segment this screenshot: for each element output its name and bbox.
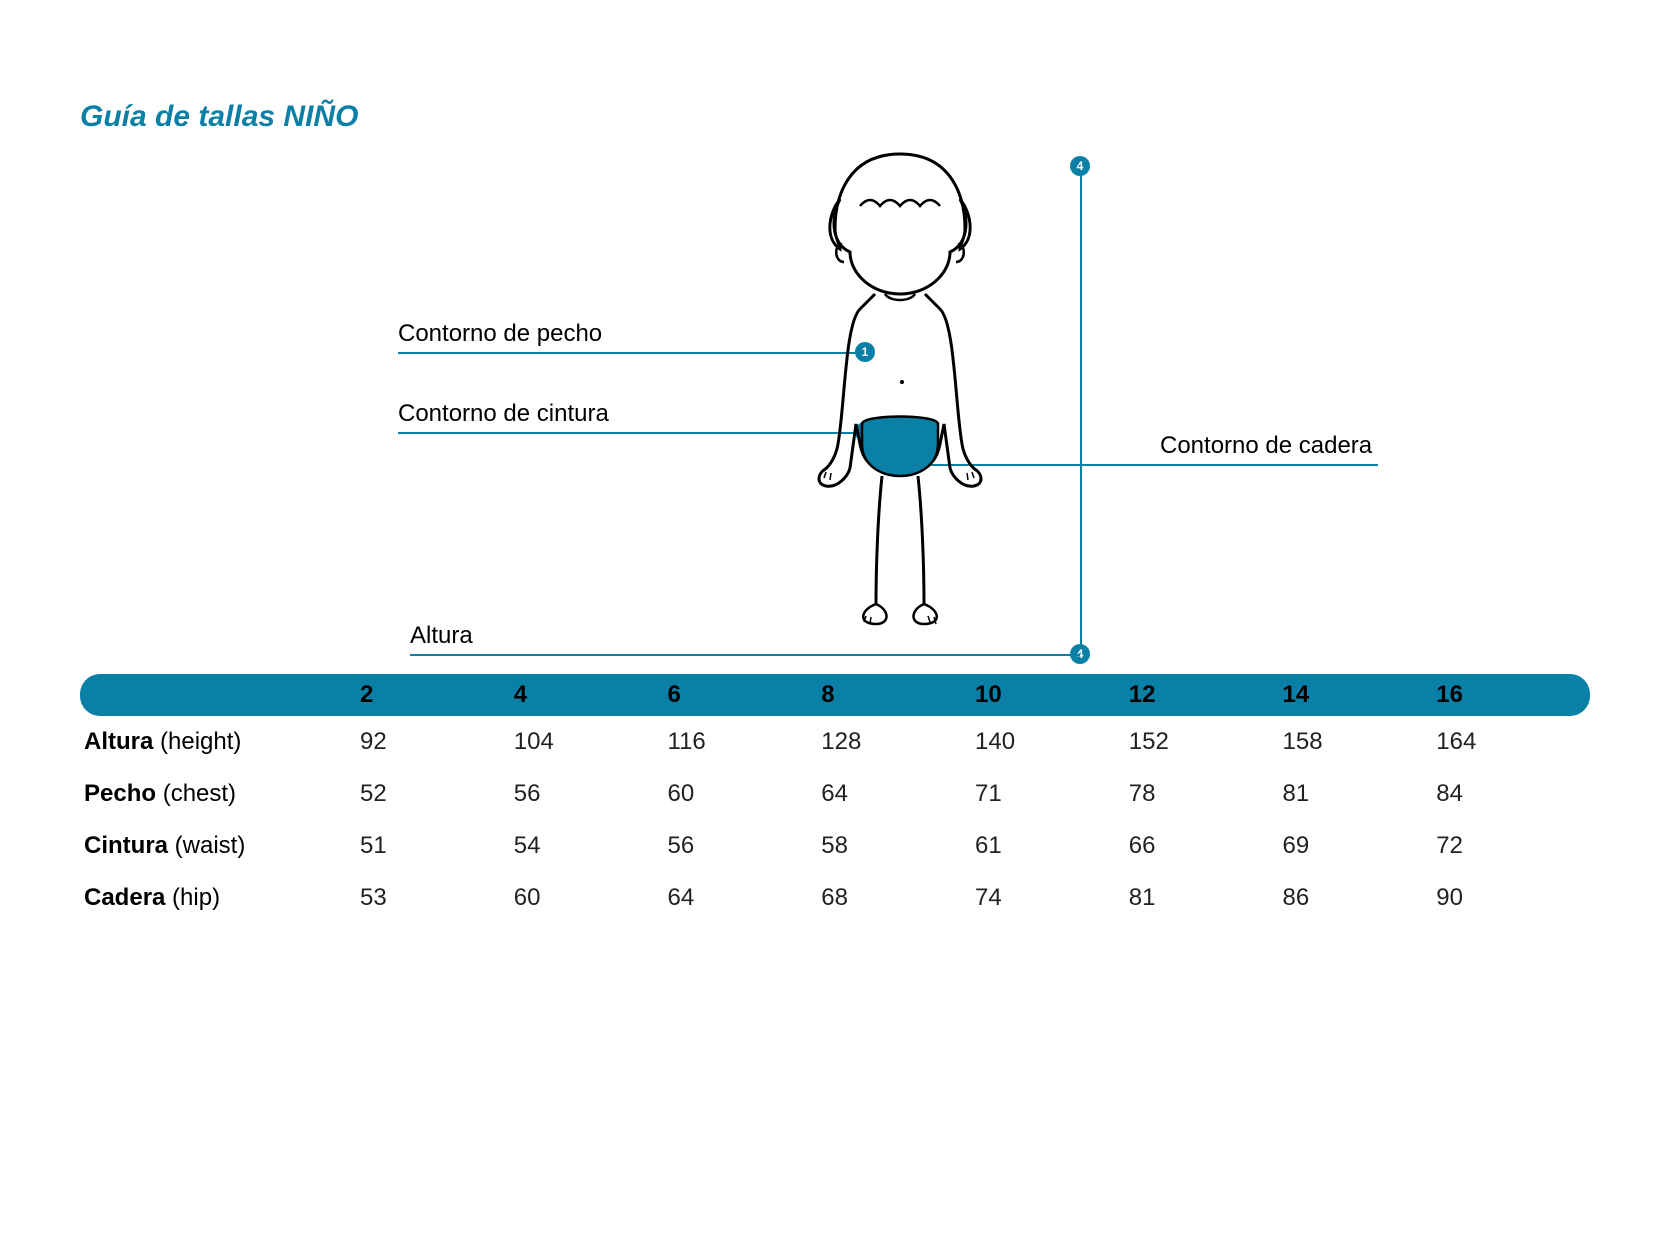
- row-label: Altura (height): [80, 728, 360, 756]
- row-label: Pecho (chest): [80, 780, 360, 808]
- table-cell: 104: [514, 728, 668, 756]
- size-header-cell: 2: [360, 681, 514, 709]
- size-header-cell: 16: [1436, 681, 1590, 709]
- table-cell: 61: [975, 832, 1129, 860]
- table-cell: 58: [821, 832, 975, 860]
- table-cell: 69: [1283, 832, 1437, 860]
- table-cell: 52: [360, 780, 514, 808]
- table-row: Altura (height)92104116128140152158164: [80, 716, 1590, 768]
- table-cell: 84: [1436, 780, 1590, 808]
- table-cell: 71: [975, 780, 1129, 808]
- table-cell: 81: [1283, 780, 1437, 808]
- page-title: Guía de tallas NIÑO: [80, 100, 1590, 134]
- size-table-header: 246810121416: [80, 674, 1590, 716]
- child-figure-icon: [790, 144, 1010, 644]
- size-header-cell: 12: [1129, 681, 1283, 709]
- table-cell: 68: [821, 884, 975, 912]
- table-cell: 78: [1129, 780, 1283, 808]
- table-cell: 60: [514, 884, 668, 912]
- row-label: Cadera (hip): [80, 884, 360, 912]
- size-header-cell: 14: [1283, 681, 1437, 709]
- size-table: 246810121416 Altura (height)921041161281…: [80, 674, 1590, 924]
- table-cell: 152: [1129, 728, 1283, 756]
- table-cell: 90: [1436, 884, 1590, 912]
- table-cell: 92: [360, 728, 514, 756]
- table-cell: 72: [1436, 832, 1590, 860]
- waist-callout-label: Contorno de cintura: [398, 400, 609, 428]
- table-cell: 64: [821, 780, 975, 808]
- table-row: Cadera (hip)5360646874818690: [80, 872, 1590, 924]
- table-cell: 64: [668, 884, 822, 912]
- table-cell: 81: [1129, 884, 1283, 912]
- table-cell: 53: [360, 884, 514, 912]
- size-header-cell: 4: [514, 681, 668, 709]
- table-cell: 116: [668, 728, 822, 756]
- height-base-line: [410, 654, 1080, 656]
- height-guide-line: [1080, 164, 1082, 654]
- table-cell: 86: [1283, 884, 1437, 912]
- table-cell: 164: [1436, 728, 1590, 756]
- table-cell: 60: [668, 780, 822, 808]
- measurement-diagram: 4 4 Contorno de pecho 1 Contorno de cint…: [80, 144, 1590, 664]
- chest-callout-label: Contorno de pecho: [398, 320, 602, 348]
- size-header-cell: 6: [668, 681, 822, 709]
- table-cell: 158: [1283, 728, 1437, 756]
- table-cell: 74: [975, 884, 1129, 912]
- table-cell: 128: [821, 728, 975, 756]
- table-cell: 56: [668, 832, 822, 860]
- table-row: Pecho (chest)5256606471788184: [80, 768, 1590, 820]
- row-label: Cintura (waist): [80, 832, 360, 860]
- size-header-cell: 10: [975, 681, 1129, 709]
- size-table-body: Altura (height)92104116128140152158164Pe…: [80, 716, 1590, 924]
- table-cell: 56: [514, 780, 668, 808]
- table-row: Cintura (waist)5154565861666972: [80, 820, 1590, 872]
- table-cell: 54: [514, 832, 668, 860]
- hip-callout-label: Contorno de cadera: [1160, 432, 1372, 460]
- height-callout-label: Altura: [410, 622, 473, 650]
- size-header-cell: 8: [821, 681, 975, 709]
- table-cell: 51: [360, 832, 514, 860]
- table-cell: 66: [1129, 832, 1283, 860]
- table-cell: 140: [975, 728, 1129, 756]
- height-top-marker: 4: [1070, 156, 1090, 176]
